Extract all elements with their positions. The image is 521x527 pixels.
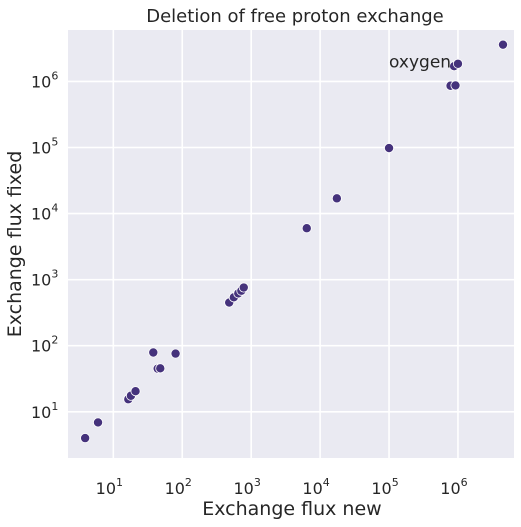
x-tick-label: 103 (234, 476, 261, 498)
scatter-point (238, 282, 249, 293)
x-axis-label: Exchange flux new (202, 498, 381, 520)
scatter-point (452, 58, 463, 69)
scatter-point (450, 80, 461, 91)
y-tick-label: 106 (31, 69, 58, 91)
y-tick-label: 102 (31, 334, 58, 356)
scatter-point (148, 347, 159, 358)
y-tick-label: 103 (31, 268, 58, 290)
scatter-point (301, 223, 312, 234)
x-tick-label: 104 (302, 476, 329, 498)
plot-background (68, 30, 514, 458)
x-axis-ticks: 101 102 103 104 105 106 (96, 476, 468, 498)
y-axis-ticks: 101 102 103 104 105 106 (31, 69, 58, 421)
scatter-point (155, 363, 166, 374)
grid-lines (68, 30, 514, 458)
scatter-point (497, 39, 508, 50)
y-tick-label: 104 (31, 202, 58, 224)
x-tick-label: 102 (165, 476, 192, 498)
x-tick-label: 106 (440, 476, 467, 498)
y-axis-label: Exchange flux fixed (4, 151, 26, 338)
scatter-point (331, 193, 342, 204)
scatter-point (80, 433, 91, 444)
x-tick-label: 101 (96, 476, 123, 498)
annotations: oxygen (389, 53, 451, 73)
data-points (80, 39, 508, 444)
y-tick-label: 101 (31, 400, 58, 422)
scatter-point (130, 386, 141, 397)
y-tick-label: 105 (31, 135, 58, 157)
scatter-point (93, 417, 104, 428)
x-tick-label: 105 (371, 476, 398, 498)
chart-title: Deletion of free proton exchange (146, 6, 443, 27)
scatter-point (384, 143, 395, 154)
annotation-label: oxygen (389, 53, 451, 73)
scatter-point (170, 348, 181, 359)
